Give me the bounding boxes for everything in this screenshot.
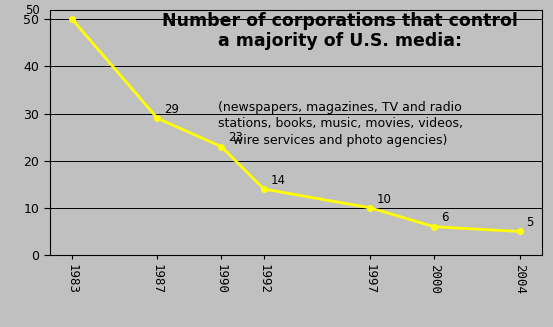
Text: Number of corporations that control
a majority of U.S. media:: Number of corporations that control a ma… bbox=[162, 12, 518, 50]
Text: 50: 50 bbox=[25, 4, 40, 17]
Text: (newspapers, magazines, TV and radio
stations, books, music, movies, videos,
wir: (newspapers, magazines, TV and radio sta… bbox=[218, 101, 463, 146]
Text: 6: 6 bbox=[441, 211, 448, 224]
Text: 29: 29 bbox=[164, 103, 179, 116]
Text: 14: 14 bbox=[270, 174, 285, 187]
Text: 5: 5 bbox=[526, 216, 533, 229]
Text: 23: 23 bbox=[228, 131, 243, 144]
Text: 10: 10 bbox=[377, 193, 392, 206]
